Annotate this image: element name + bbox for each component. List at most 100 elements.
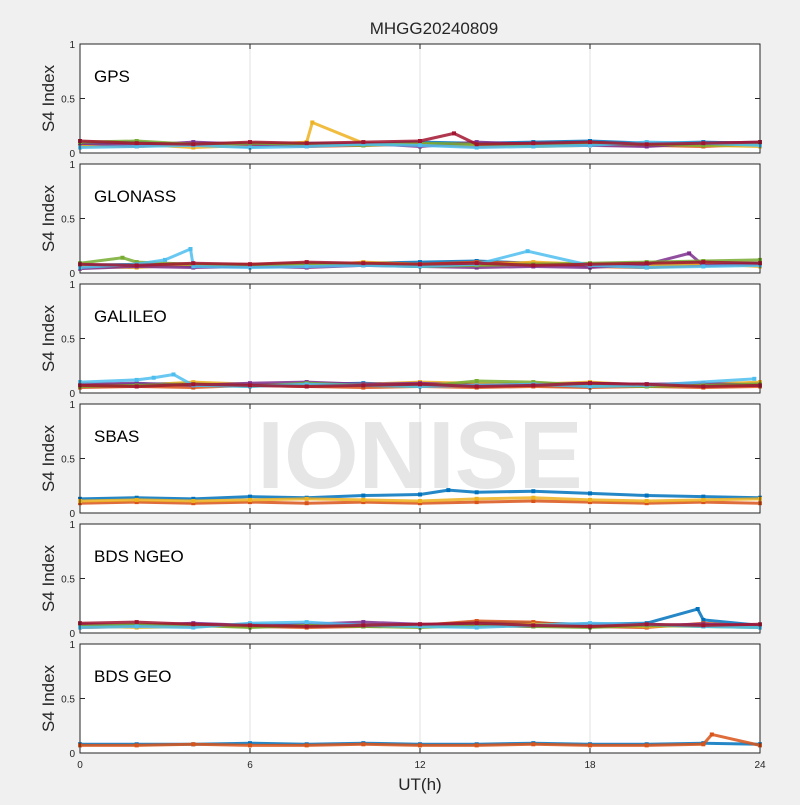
series-trace (703, 263, 761, 268)
series-trace (249, 623, 307, 628)
series-trace (306, 494, 364, 500)
series-trace (703, 622, 761, 627)
y-tick-label: 0.5 (61, 575, 75, 586)
y-axis-label: S4 Index (39, 544, 58, 612)
series-trace (476, 742, 534, 747)
panel-label: GLONASS (94, 187, 176, 206)
panel-bds-geo: 0 0.5 1 BDS GEO S4 Index (39, 640, 762, 760)
series-trace (193, 261, 251, 266)
y-tick-label: 1 (69, 520, 75, 531)
series-6 (78, 131, 762, 147)
y-axis-label: S4 Index (39, 664, 58, 732)
y-tick-label: 0 (69, 269, 75, 280)
series-6 (78, 620, 762, 629)
y-tick-label: 0.5 (61, 695, 75, 706)
series-trace (306, 263, 364, 268)
series-trace (79, 378, 137, 384)
series-trace (136, 624, 194, 630)
series-trace (136, 496, 194, 501)
series-trace (589, 381, 647, 386)
series-trace (476, 379, 534, 384)
series-trace (533, 489, 591, 495)
y-tick-label: 0.5 (61, 455, 75, 466)
series-trace (306, 500, 364, 505)
y-tick-label: 0.5 (61, 95, 75, 106)
series-trace (448, 488, 477, 494)
series-trace (193, 500, 251, 505)
series-trace (249, 500, 307, 505)
series-trace (419, 497, 477, 503)
series-trace (79, 624, 137, 630)
panel-sbas: 0 0.5 1 SBAS S4 Index (39, 400, 762, 520)
series-1 (78, 499, 762, 506)
watermark: IONISE (257, 402, 582, 509)
series-trace (363, 742, 421, 747)
series-0 (78, 488, 762, 501)
series-trace (306, 142, 364, 148)
series-trace (79, 500, 137, 505)
series-trace (363, 142, 421, 147)
series-trace (363, 263, 421, 268)
series-trace (476, 621, 534, 627)
series-trace (193, 382, 251, 387)
series-trace (249, 260, 307, 266)
series-trace (646, 498, 704, 503)
series-trace (646, 607, 699, 625)
series-trace (419, 500, 477, 505)
y-axis-label: S4 Index (39, 184, 58, 252)
panel-gps: 0 0.5 1 GPS S4 Index (39, 40, 762, 160)
x-tick-label: 18 (584, 760, 596, 771)
series-trace (164, 247, 192, 262)
series-trace (363, 498, 421, 503)
series-trace (419, 261, 477, 266)
y-tick-label: 1 (69, 160, 75, 171)
y-tick-label: 0 (69, 509, 75, 520)
y-tick-label: 0.5 (61, 335, 75, 346)
panel-label: GALILEO (94, 307, 167, 326)
panel-galileo: 0 0.5 1 GALILEO S4 Index (39, 280, 762, 400)
figure-title: MHGG20240809 (370, 19, 499, 38)
series-trace (311, 121, 364, 145)
panel-label: GPS (94, 67, 130, 86)
series-trace (476, 499, 534, 504)
series-trace (136, 500, 194, 505)
series-2 (78, 495, 762, 504)
series-trace (249, 264, 307, 270)
series-trace (363, 139, 421, 144)
series-trace (703, 260, 761, 265)
series-trace (476, 619, 534, 624)
series-trace (533, 742, 591, 747)
panel-label: BDS NGEO (94, 547, 184, 566)
series-trace (79, 256, 123, 265)
series-trace (193, 742, 251, 747)
series-trace (305, 122, 314, 143)
series-trace (136, 258, 166, 266)
series-trace (646, 494, 704, 499)
x-tick-label: 6 (247, 760, 253, 771)
series-trace (589, 622, 647, 628)
series-trace (533, 381, 591, 387)
x-tick-label: 0 (77, 760, 83, 771)
series-trace (79, 620, 137, 625)
series-trace (703, 500, 761, 505)
y-tick-label: 0 (69, 389, 75, 400)
series-trace (476, 144, 534, 150)
series-trace (646, 264, 704, 270)
series-trace (363, 492, 421, 498)
series-trace (136, 742, 194, 747)
series-trace (79, 144, 137, 150)
series-trace (589, 500, 647, 505)
series-trace (306, 742, 364, 747)
series-trace (646, 141, 704, 146)
series-trace (589, 261, 647, 266)
y-tick-label: 1 (69, 640, 75, 651)
series-1 (78, 732, 762, 748)
series-trace (306, 260, 364, 265)
series-trace (453, 132, 478, 146)
y-tick-label: 0 (69, 629, 75, 640)
series-trace (249, 497, 307, 502)
panel-bds-ngeo: 0 0.5 1 BDS NGEO S4 Index (39, 520, 762, 640)
panel-label: SBAS (94, 427, 139, 446)
x-tick-label: 24 (754, 760, 766, 771)
series-trace (703, 383, 761, 388)
